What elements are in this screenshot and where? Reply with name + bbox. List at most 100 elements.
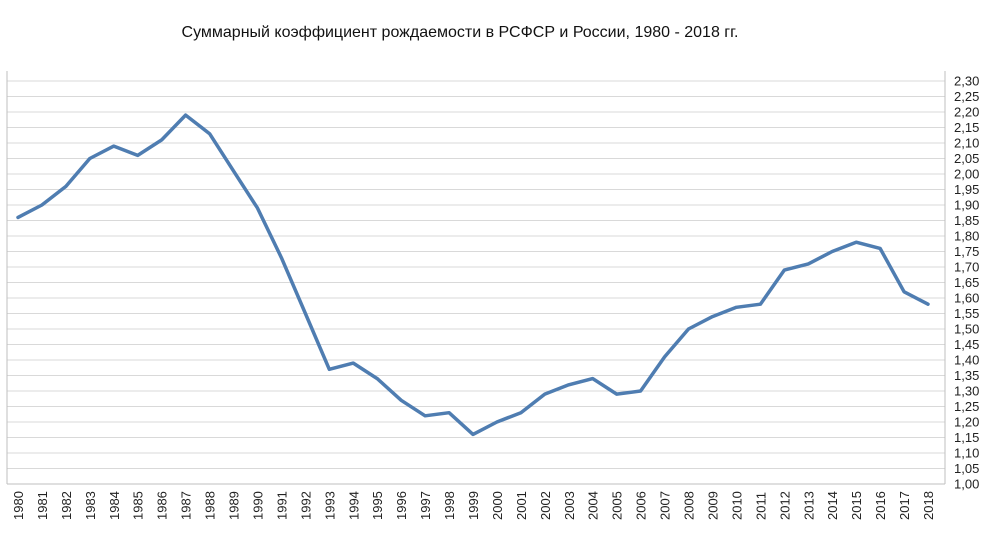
data-point [519,411,523,415]
x-tick-label: 2010 [729,491,744,520]
data-point [543,392,547,396]
y-tick-label: 2,15 [954,120,979,135]
x-tick-label: 1984 [107,491,122,520]
data-point [351,361,355,365]
data-point [16,215,20,219]
data-point [878,246,882,250]
x-tick-label: 1999 [466,491,481,520]
data-point [303,312,307,316]
x-tick-label: 2018 [921,491,936,520]
x-tick-label: 1993 [322,491,337,520]
y-tick-label: 1,55 [954,306,979,321]
data-point [255,206,259,210]
data-point [495,420,499,424]
x-tick-label: 2008 [682,491,697,520]
x-tick-label: 2015 [849,491,864,520]
y-tick-label: 1,90 [954,198,979,213]
data-point [112,144,116,148]
y-tick-label: 2,25 [954,89,979,104]
data-point [88,157,92,161]
axes [6,71,946,485]
data-point [734,305,738,309]
y-tick-label: 1,95 [954,182,979,197]
x-tick-label: 1981 [35,491,50,520]
data-point [854,240,858,244]
y-tick-label: 1,50 [954,322,979,337]
x-tick-label: 2011 [753,492,768,520]
y-tick-label: 1,60 [954,291,979,306]
y-tick-label: 1,25 [954,399,979,414]
y-axis-tick-labels: 1,001,051,101,151,201,251,301,351,401,45… [954,74,979,492]
x-tick-label: 2002 [538,491,553,520]
data-point [806,262,810,266]
y-tick-label: 1,85 [954,213,979,228]
x-tick-label: 1989 [227,491,242,520]
x-tick-label: 1992 [298,491,313,520]
data-point [926,302,930,306]
x-tick-label: 2012 [777,491,792,520]
y-tick-label: 1,45 [954,337,979,352]
data-point [830,250,834,254]
data-point [64,184,68,188]
data-point [710,315,714,319]
data-point [591,377,595,381]
data-point [615,392,619,396]
y-tick-label: 1,00 [954,477,979,492]
y-tick-label: 1,10 [954,446,979,461]
data-point [758,302,762,306]
data-point [160,138,164,142]
x-tick-label: 2009 [705,491,720,520]
x-tick-label: 1996 [394,491,409,520]
data-point [782,268,786,272]
data-point [399,398,403,402]
y-tick-label: 2,30 [954,74,979,89]
y-tick-label: 1,15 [954,430,979,445]
y-tick-label: 1,75 [954,244,979,259]
data-point [663,355,667,359]
data-point [447,411,451,415]
data-point [687,327,691,331]
data-point [208,132,212,136]
x-tick-label: 1982 [59,491,74,520]
y-tick-label: 2,05 [954,151,979,166]
series-line [16,113,930,437]
data-point [639,389,643,393]
x-tick-label: 2013 [801,491,816,520]
x-tick-label: 1997 [418,491,433,520]
x-tick-label: 1998 [442,491,457,520]
y-tick-label: 1,80 [954,229,979,244]
y-tick-label: 1,35 [954,368,979,383]
y-tick-label: 1,70 [954,260,979,275]
data-point [567,383,571,387]
x-tick-label: 2004 [586,491,601,520]
data-point [375,377,379,381]
x-tick-label: 1987 [179,491,194,520]
y-tick-label: 1,05 [954,461,979,476]
y-tick-label: 2,00 [954,167,979,182]
x-tick-label: 1983 [83,491,98,520]
x-tick-label: 2000 [490,491,505,520]
x-tick-label: 2017 [897,491,912,520]
data-point [902,290,906,294]
x-tick-label: 2016 [873,491,888,520]
x-tick-label: 2014 [825,491,840,520]
y-tick-label: 1,30 [954,384,979,399]
data-point [327,367,331,371]
gridlines [7,80,945,485]
data-point [471,432,475,436]
chart-title: Суммарный коэффициент рождаемости в РСФС… [181,24,739,41]
x-tick-label: 1995 [370,491,385,520]
x-tick-label: 1988 [203,491,218,520]
x-tick-label: 1985 [131,491,146,520]
y-tick-label: 1,20 [954,415,979,430]
y-tick-label: 2,20 [954,105,979,120]
data-point [279,256,283,260]
data-point [40,203,44,207]
x-tick-label: 2003 [562,491,577,520]
x-tick-label: 1994 [346,491,361,520]
y-tick-label: 2,10 [954,136,979,151]
data-point [423,414,427,418]
series-layer [16,113,930,437]
x-tick-label: 2001 [514,491,529,520]
